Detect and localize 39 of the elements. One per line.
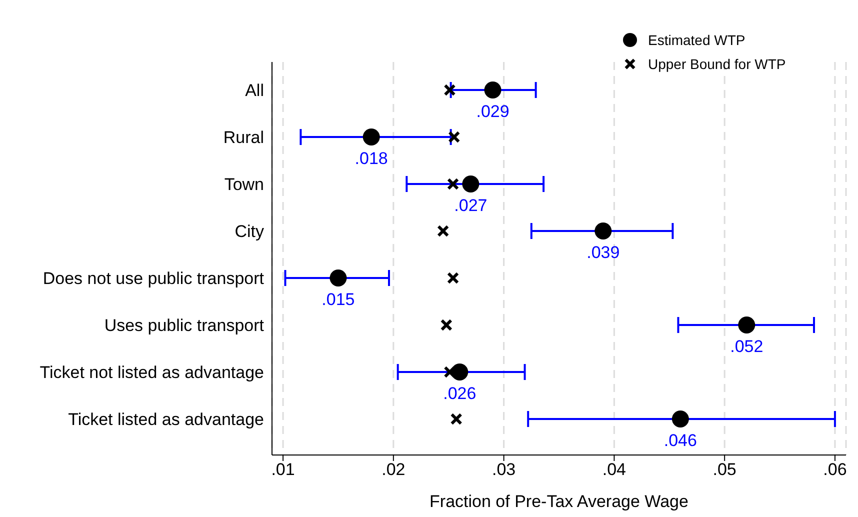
data-label: .018: [354, 149, 388, 168]
y-tick-label: Rural: [223, 128, 264, 148]
x-tick-label: .02: [382, 460, 406, 480]
data-label: .027: [454, 196, 488, 215]
point: [446, 178, 460, 190]
point: [738, 316, 756, 334]
point: [437, 224, 450, 238]
point: [484, 82, 502, 98]
point: [440, 318, 452, 332]
y-tick-label: Ticket not listed as advantage: [40, 363, 264, 382]
data-label: .026: [443, 384, 476, 403]
x-tick-label: .05: [712, 460, 736, 480]
y-tick-label: Uses public transport: [104, 316, 264, 336]
x-tick-label: .01: [271, 460, 295, 480]
x-tick-label: .03: [492, 460, 516, 480]
point: [594, 222, 612, 240]
point: [450, 412, 462, 426]
point: [444, 84, 456, 96]
point: [362, 128, 380, 146]
data-label: .046: [664, 431, 697, 450]
point: [448, 130, 460, 144]
y-tick-label: City: [234, 222, 264, 242]
legend-label: Estimated WTP: [648, 32, 746, 48]
legend-label: Upper Bound for WTP: [648, 56, 786, 72]
point: [672, 410, 689, 428]
data-label: .052: [730, 337, 764, 356]
point: [446, 272, 460, 284]
x-axis-title: Fraction of Pre-Tax Average Wage: [430, 492, 688, 511]
x-tick-label: .04: [602, 460, 626, 480]
y-tick-label: Town: [224, 175, 264, 194]
y-tick-label: All: [245, 81, 264, 100]
x-tick-label: .06: [823, 460, 847, 480]
y-tick-label: Does not use public transport: [42, 269, 264, 288]
data-label: .039: [586, 243, 620, 262]
point: [462, 176, 480, 192]
data-label: .029: [476, 102, 510, 121]
data-label: .015: [322, 290, 355, 309]
point: [330, 270, 347, 286]
y-tick-label: Ticket listed as advantage: [68, 410, 264, 430]
